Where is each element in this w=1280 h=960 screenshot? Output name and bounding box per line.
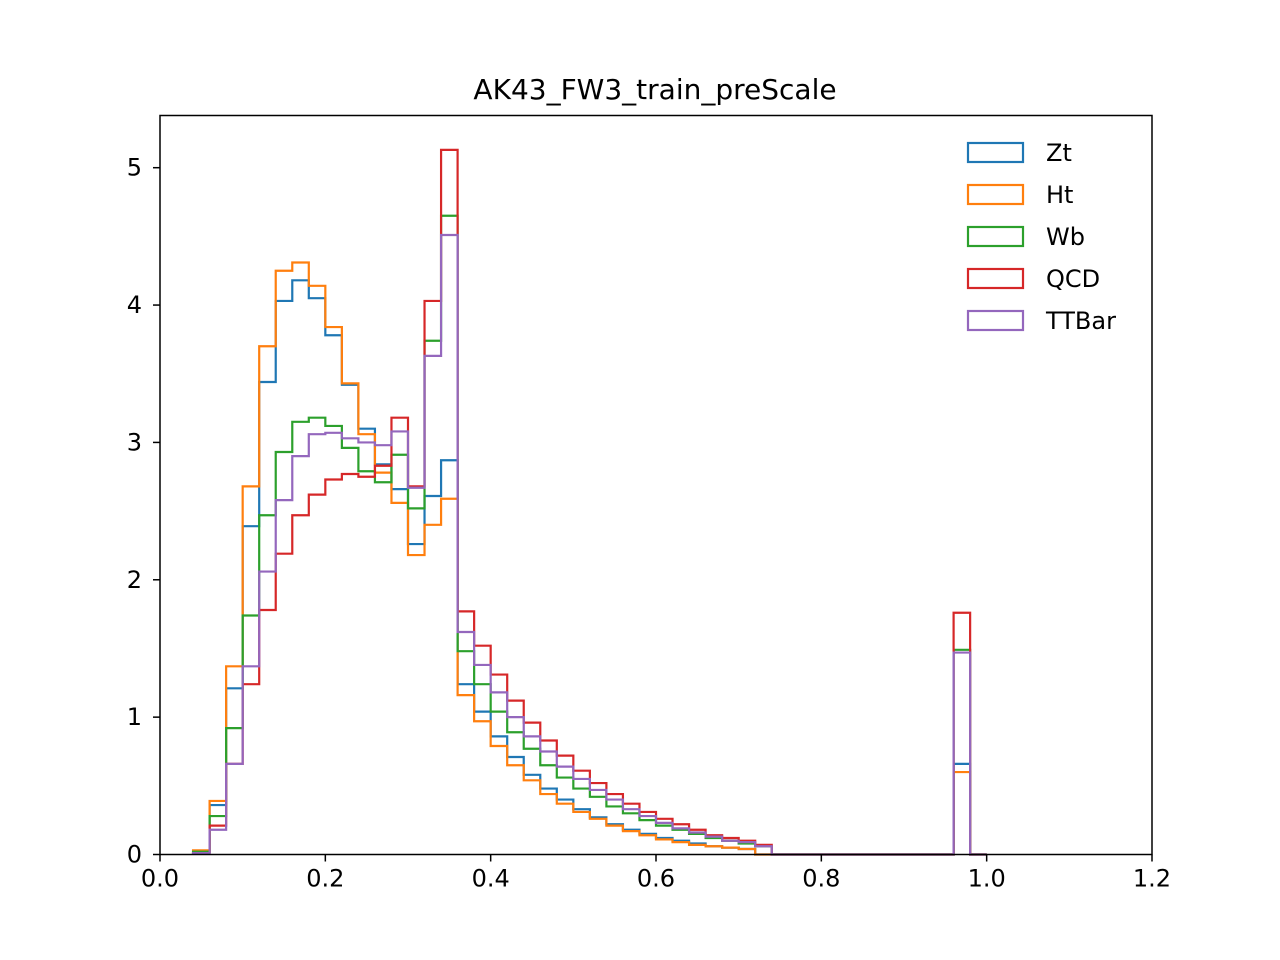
legend-swatch-wb [966,225,1025,248]
series-ht-step [191,261,987,856]
legend-swatch-qcd [966,267,1025,290]
x-axis: 0.0 0.2 0.4 0.6 0.8 1.0 1.2 [141,854,1171,893]
x-tick-label: 0.8 [802,865,840,893]
series-layer [191,148,987,856]
legend-label-wb: Wb [1046,223,1085,251]
y-tick-label: 3 [127,428,142,456]
legend-label-ht: Ht [1046,181,1073,209]
series-wb-step [191,214,987,856]
y-tick-label: 0 [127,841,142,869]
series-zt-step [191,279,987,856]
legend-swatch-ttbar [966,309,1025,332]
y-tick-label: 1 [127,703,142,731]
series-ttbar-step [191,233,987,856]
legend: Zt Ht Wb QCD TTBar [966,139,1116,335]
chart-title: AK43_FW3_train_preScale [473,73,836,106]
y-axis: 0 1 2 3 4 5 [127,154,160,869]
legend-label-zt: Zt [1046,139,1072,167]
x-tick-label: 0.0 [141,865,179,893]
legend-label-qcd: QCD [1046,265,1100,293]
y-tick-label: 2 [127,566,142,594]
legend-swatch-ht [966,183,1025,206]
x-tick-label: 1.0 [968,865,1006,893]
x-tick-label: 0.2 [306,865,344,893]
x-tick-label: 0.4 [472,865,510,893]
y-tick-label: 4 [127,291,142,319]
x-tick-label: 1.2 [1133,865,1171,893]
legend-swatch-zt [966,141,1025,164]
y-tick-label: 5 [127,154,142,182]
legend-label-ttbar: TTBar [1045,307,1116,335]
series-qcd-step [191,148,987,856]
x-tick-label: 0.6 [637,865,675,893]
